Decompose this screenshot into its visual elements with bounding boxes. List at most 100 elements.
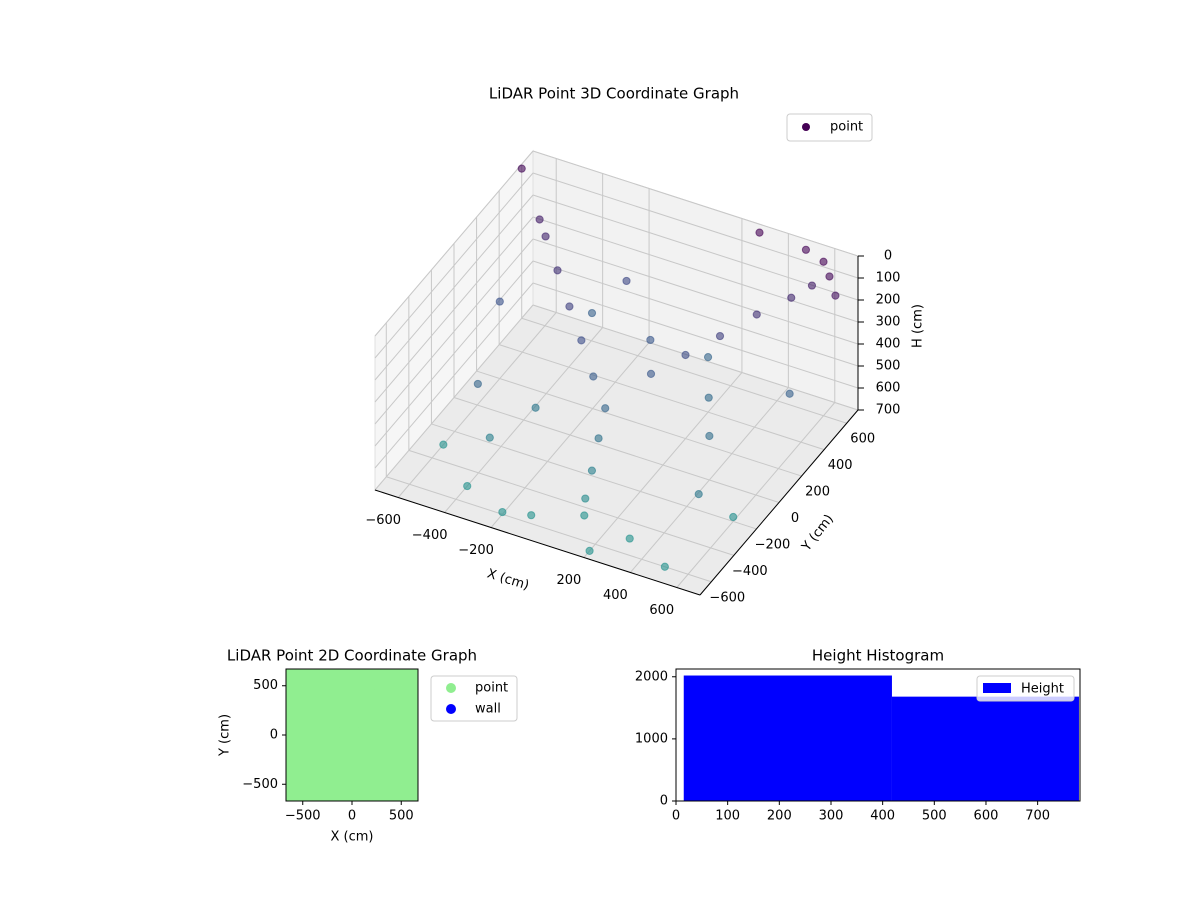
grid-line (386, 476, 712, 583)
z-tick-label: 500 (876, 359, 901, 374)
z-tick-label: 700 (876, 403, 901, 418)
point (752, 310, 761, 319)
grid-line (374, 238, 534, 425)
y-tick-label: 2000 (635, 669, 668, 684)
grid-line (532, 304, 859, 411)
point (377, 760, 406, 789)
x-axis-line (374, 489, 701, 596)
x-axis-label: X (cm) (485, 567, 531, 594)
y-tick-label: 200 (805, 485, 830, 500)
point (377, 721, 406, 749)
point (581, 494, 590, 503)
point (473, 379, 482, 389)
point (495, 297, 504, 306)
y-tick-label: 400 (828, 458, 853, 473)
chart-title: LiDAR Point 3D Coordinate Graph (489, 85, 739, 103)
legend-box (976, 675, 1075, 702)
grid-line (453, 397, 780, 503)
point (318, 681, 347, 710)
x-tick-label: 500 (389, 809, 414, 824)
point (357, 721, 386, 749)
bar (683, 675, 892, 801)
y-axis-line (699, 409, 859, 596)
grid-line (498, 344, 825, 451)
grid-line (476, 370, 802, 477)
x-tick-label: 300 (819, 809, 844, 824)
chart-title: LiDAR Point 2D Coordinate Graph (227, 647, 477, 665)
point (801, 245, 811, 254)
point (715, 331, 725, 341)
grid-line (532, 260, 859, 367)
x-tick-label: 700 (1025, 809, 1050, 824)
y-axis-label: Y (cm) (799, 512, 837, 555)
point (831, 291, 840, 300)
point (298, 721, 327, 749)
point (439, 440, 448, 449)
point (787, 293, 796, 302)
grid-line (532, 216, 859, 323)
legend-marker (983, 683, 1011, 693)
point (622, 276, 631, 286)
x-tick-label: 600 (974, 809, 999, 824)
x-axis-label: X (cm) (331, 830, 374, 845)
y-tick-label: 500 (253, 678, 278, 693)
legend-marker (446, 704, 456, 714)
z-tick-label: 600 (876, 381, 901, 396)
point (485, 433, 494, 442)
z-tick-label: 400 (876, 337, 901, 352)
grid-line (521, 317, 847, 424)
x-tick-label: −600 (365, 513, 401, 528)
x-tick-label: 200 (557, 573, 582, 588)
y-tick-label: −200 (755, 537, 791, 552)
z-tick-label: 100 (876, 271, 901, 286)
point (646, 335, 655, 345)
x-tick-label: −400 (412, 528, 448, 543)
grid-line (532, 172, 859, 279)
point (318, 701, 347, 730)
point (705, 431, 714, 441)
point (498, 507, 507, 517)
grid-line (532, 282, 859, 389)
legend-label: wall (475, 702, 501, 717)
grid-line (408, 449, 735, 556)
legend-label: Height (1021, 682, 1064, 697)
z-tick-label: 300 (876, 315, 901, 330)
x-tick-label: 500 (922, 809, 947, 824)
point (357, 701, 386, 730)
point (535, 215, 544, 224)
y-tick-label: −600 (709, 590, 745, 605)
point (541, 232, 550, 241)
x-tick-label: 400 (870, 809, 895, 824)
chart-title: Height Histogram (812, 647, 944, 665)
point (580, 511, 589, 520)
point (565, 302, 574, 311)
legend-marker (446, 683, 456, 693)
x-tick-label: 200 (767, 809, 792, 824)
legend-label: point (475, 681, 508, 696)
plot-3d: −600 −400 −200 200 400 600 (365, 149, 859, 618)
z-tick-label: 200 (876, 293, 901, 308)
point (338, 721, 366, 749)
grid-line (431, 423, 757, 530)
point (594, 434, 603, 443)
grid-line (532, 194, 859, 301)
point (298, 681, 327, 710)
point (704, 393, 713, 402)
point (298, 740, 327, 769)
axes-frame (675, 668, 1081, 802)
grid-line (374, 150, 534, 337)
y-tick-label: 600 (850, 432, 875, 447)
y-tick-label: 1000 (635, 731, 668, 746)
point (338, 760, 366, 789)
point (703, 353, 713, 362)
point (397, 669, 418, 690)
point (553, 266, 562, 275)
grid-line (374, 304, 534, 491)
grid-line (374, 260, 534, 447)
plot-hist (683, 675, 1079, 801)
point (587, 466, 597, 475)
grid-line (532, 238, 859, 345)
y-tick-label: −500 (242, 777, 278, 792)
point (601, 404, 610, 413)
